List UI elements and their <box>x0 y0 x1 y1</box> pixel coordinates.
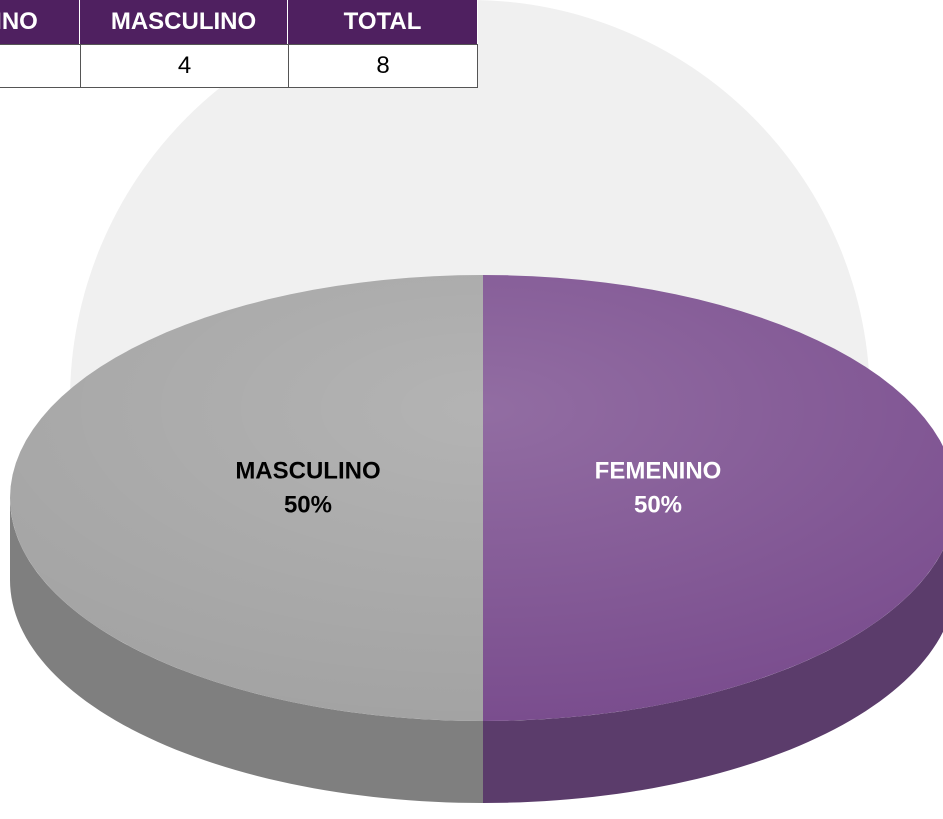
slice-side <box>10 498 483 803</box>
table-cell: 4 <box>80 44 289 88</box>
slice-label: FEMENINO <box>595 457 722 484</box>
table-cell: 8 <box>288 44 478 88</box>
slice-side <box>483 549 943 803</box>
pie: FEMENINO 50% MASCULINO 50% <box>10 275 943 803</box>
value-label: 50% <box>284 491 332 518</box>
slice-label: MASCULINO <box>235 457 380 484</box>
highlight <box>10 275 943 721</box>
table-header: TOTAL <box>288 0 478 44</box>
table-header: FEMENINO <box>0 0 80 44</box>
table-cell <box>0 44 81 88</box>
value-label: 50% <box>634 491 682 518</box>
table-header: MASCULINO <box>80 0 288 44</box>
